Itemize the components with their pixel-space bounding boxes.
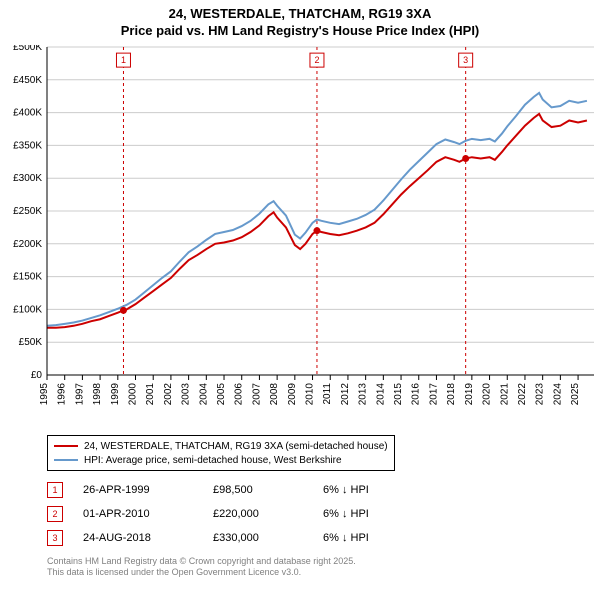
sale-marker-3: 3 [47,530,63,546]
svg-text:2014: 2014 [375,383,386,406]
svg-text:2024: 2024 [552,383,563,406]
svg-text:2001: 2001 [145,383,156,406]
svg-text:£50K: £50K [19,337,43,348]
svg-text:£200K: £200K [13,239,42,250]
svg-text:£250K: £250K [13,206,42,217]
svg-text:3: 3 [463,55,468,65]
svg-text:2011: 2011 [322,383,333,405]
sale-date: 24-AUG-2018 [83,532,213,544]
svg-text:2000: 2000 [128,383,139,406]
svg-text:£100K: £100K [13,304,42,315]
title-line-1: 24, WESTERDALE, THATCHAM, RG19 3XA [0,6,600,23]
svg-text:2020: 2020 [482,383,493,406]
sale-row: 2 01-APR-2010 £220,000 6% ↓ HPI [47,502,423,526]
svg-text:2006: 2006 [234,383,245,406]
svg-text:1995: 1995 [39,383,50,406]
svg-text:2021: 2021 [499,383,510,406]
svg-text:£500K: £500K [13,45,42,53]
footer-line-1: Contains HM Land Registry data © Crown c… [47,556,356,567]
svg-text:2010: 2010 [305,383,316,406]
svg-text:£450K: £450K [13,75,42,86]
svg-text:2008: 2008 [269,383,280,406]
svg-text:£300K: £300K [13,173,42,184]
svg-text:2005: 2005 [216,383,227,406]
sale-price: £98,500 [213,484,323,496]
svg-text:1996: 1996 [57,383,68,406]
sale-row: 1 26-APR-1999 £98,500 6% ↓ HPI [47,478,423,502]
sale-marker-1: 1 [47,482,63,498]
legend-swatch-property [54,445,78,447]
svg-text:1999: 1999 [110,383,121,406]
sale-marker-num: 3 [52,533,57,543]
chart-container: 24, WESTERDALE, THATCHAM, RG19 3XA Price… [0,0,600,590]
svg-text:2004: 2004 [198,383,209,406]
svg-text:2012: 2012 [340,383,351,406]
svg-text:1998: 1998 [92,383,103,406]
chart-area: £0 £50K £100K £150K £200K £250K £300K £350K £400… [0,45,600,438]
legend-label-hpi: HPI: Average price, semi-detached house,… [84,455,342,466]
legend-label-property: 24, WESTERDALE, THATCHAM, RG19 3XA (semi… [84,441,388,452]
title-block: 24, WESTERDALE, THATCHAM, RG19 3XA Price… [0,0,600,40]
sales-table: 1 26-APR-1999 £98,500 6% ↓ HPI 2 01-APR-… [47,478,423,550]
sale-date: 26-APR-1999 [83,484,213,496]
svg-text:2022: 2022 [517,383,528,406]
sale-row: 3 24-AUG-2018 £330,000 6% ↓ HPI [47,526,423,550]
legend-row: HPI: Average price, semi-detached house,… [54,453,388,467]
sale-date: 01-APR-2010 [83,508,213,520]
svg-text:2015: 2015 [393,383,404,406]
svg-text:2002: 2002 [163,383,174,406]
sale-price: £220,000 [213,508,323,520]
footer-line-2: This data is licensed under the Open Gov… [47,567,356,578]
svg-text:2025: 2025 [570,383,581,406]
footer-attribution: Contains HM Land Registry data © Crown c… [47,556,356,579]
legend-box: 24, WESTERDALE, THATCHAM, RG19 3XA (semi… [47,435,395,471]
svg-text:£0: £0 [31,370,43,381]
svg-text:2019: 2019 [464,383,475,406]
svg-text:£400K: £400K [13,108,42,119]
svg-text:£150K: £150K [13,272,42,283]
sale-marker-num: 2 [52,509,57,519]
svg-text:2007: 2007 [251,383,262,406]
sale-pct: 6% ↓ HPI [323,532,423,544]
sale-pct: 6% ↓ HPI [323,484,423,496]
title-line-2: Price paid vs. HM Land Registry's House … [0,23,600,40]
legend-row: 24, WESTERDALE, THATCHAM, RG19 3XA (semi… [54,439,388,453]
sale-marker-num: 1 [52,485,57,495]
svg-text:£350K: £350K [13,140,42,151]
svg-text:1997: 1997 [74,383,85,406]
svg-text:2: 2 [314,55,319,65]
svg-text:1: 1 [121,55,126,65]
svg-text:2016: 2016 [411,383,422,406]
sale-pct: 6% ↓ HPI [323,508,423,520]
svg-text:2003: 2003 [181,383,192,406]
sale-price: £330,000 [213,532,323,544]
svg-text:2017: 2017 [428,383,439,406]
sale-marker-2: 2 [47,506,63,522]
svg-text:2023: 2023 [535,383,546,406]
svg-text:2013: 2013 [358,383,369,406]
svg-text:2018: 2018 [446,383,457,406]
legend-swatch-hpi [54,459,78,461]
chart-svg: £0 £50K £100K £150K £200K £250K £300K £350K £400… [0,45,600,433]
svg-text:2009: 2009 [287,383,298,406]
